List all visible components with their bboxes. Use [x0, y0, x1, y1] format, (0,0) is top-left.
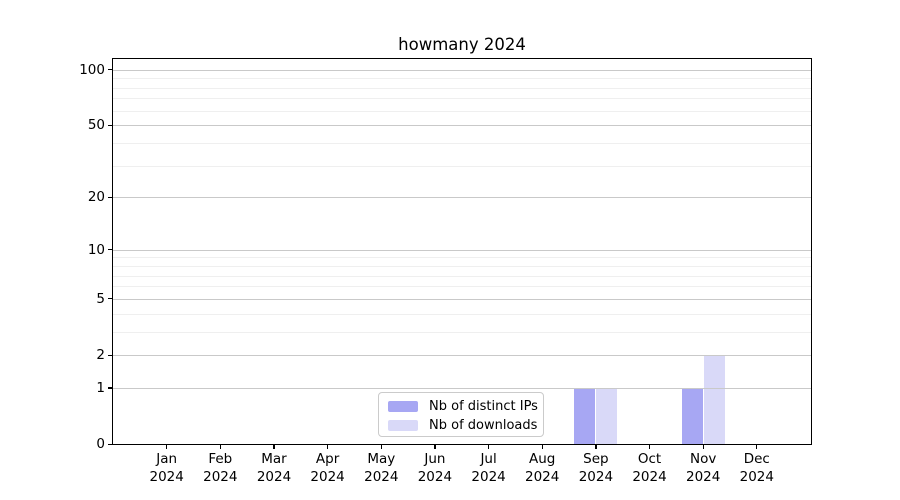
x-tick-label-year: 2024 [739, 468, 774, 485]
x-tick-label-month: Dec [743, 451, 770, 467]
x-tick-label-year: 2024 [203, 468, 238, 485]
x-tick-mark [219, 444, 221, 450]
x-tick-label-year: 2024 [310, 468, 345, 485]
gridline-minor [113, 265, 811, 267]
gridline-major [113, 249, 811, 251]
x-tick-label-month: Aug [529, 451, 556, 467]
chart-title: howmany 2024 [398, 35, 526, 54]
x-tick-label-month: Mar [261, 451, 287, 467]
legend-swatch-icon [388, 401, 418, 412]
gridline-minor [113, 87, 811, 89]
legend: Nb of distinct IPs Nb of downloads [378, 391, 544, 437]
x-tick-label-month: May [367, 451, 396, 467]
x-tick-mark [166, 444, 168, 450]
x-tick-label-year: 2024 [471, 468, 506, 485]
x-tick-label-month: Sep [583, 451, 609, 467]
x-tick-label: Aug 2024 [507, 451, 577, 486]
y-tick-label: 10 [87, 241, 105, 258]
x-tick-label-month: Jul [480, 451, 497, 467]
x-tick-label: Nov 2024 [668, 451, 738, 486]
x-tick-label-month: Nov [690, 451, 717, 467]
y-tick-label: 100 [79, 61, 105, 78]
x-tick-mark [488, 444, 490, 450]
x-tick-label-month: Jan [156, 451, 178, 467]
gridline-major [113, 125, 811, 127]
x-tick-label-month: Feb [208, 451, 233, 467]
x-tick-label: Jun 2024 [400, 451, 470, 486]
y-tick-label: 20 [87, 189, 105, 206]
gridline-minor [113, 165, 811, 167]
gridline-minor [113, 98, 811, 100]
x-tick-label: May 2024 [346, 451, 416, 486]
y-tick-label: 2 [96, 347, 105, 364]
x-tick-label-month: Apr [315, 451, 340, 467]
legend-item-label: Nb of downloads [429, 418, 538, 433]
legend-item-label: Nb of distinct IPs [429, 399, 538, 414]
x-tick-label: Mar 2024 [239, 451, 309, 486]
legend-item-downloads: Nb of downloads [388, 417, 538, 435]
x-tick-label: Jul 2024 [454, 451, 524, 486]
x-tick-mark [756, 444, 758, 450]
gridline-major [113, 388, 811, 390]
gridline-minor [113, 286, 811, 288]
y-tick-label: 1 [96, 380, 105, 396]
x-tick-label-year: 2024 [632, 468, 667, 485]
bar-downloads-nov [703, 355, 725, 445]
x-tick-label-month: Oct [637, 451, 662, 467]
bar-distinct-ips-sep [574, 388, 596, 445]
x-tick-label-year: 2024 [525, 468, 560, 485]
gridline-minor [113, 313, 811, 315]
bar-downloads-sep [596, 388, 618, 445]
x-tick-label: Sep 2024 [561, 451, 631, 486]
legend-swatch-icon [388, 420, 418, 431]
x-tick-mark [273, 444, 275, 450]
gridline-major [113, 298, 811, 300]
x-tick-label-year: 2024 [686, 468, 721, 485]
x-tick-label: Apr 2024 [293, 451, 363, 486]
gridline-minor [113, 275, 811, 277]
gridline-major [113, 197, 811, 199]
x-tick-mark [595, 444, 597, 450]
x-tick-label-month: Jun [424, 451, 446, 467]
gridline-minor [113, 78, 811, 80]
x-tick-label-year: 2024 [417, 468, 453, 485]
x-tick-mark [648, 444, 651, 450]
y-tick-label: 50 [87, 117, 105, 134]
bar-distinct-ips-nov [681, 388, 703, 445]
x-tick-label: Dec 2024 [722, 451, 792, 486]
gridline-minor [113, 110, 811, 112]
legend-item-distinct-ips: Nb of distinct IPs [388, 398, 538, 416]
x-tick-mark [327, 444, 329, 450]
x-tick-mark [434, 444, 436, 450]
x-tick-mark [541, 444, 543, 450]
x-tick-label: Oct 2024 [615, 451, 685, 486]
x-tick-label: Feb 2024 [185, 451, 255, 486]
x-tick-label-year: 2024 [364, 468, 399, 485]
x-tick-label-year: 2024 [256, 468, 292, 485]
gridline-minor [113, 331, 811, 333]
gridline-minor [113, 142, 811, 144]
gridline-major [113, 355, 811, 357]
x-tick-label: Jan 2024 [132, 451, 202, 486]
gridline-minor [113, 257, 811, 259]
plot-area [113, 59, 811, 445]
x-tick-label-year: 2024 [149, 468, 184, 485]
y-tick-label: 0 [96, 436, 105, 453]
x-tick-mark [702, 444, 704, 450]
gridline-major [113, 69, 811, 71]
y-tick-label: 5 [96, 290, 105, 307]
x-tick-mark [380, 444, 382, 450]
x-tick-label-year: 2024 [578, 468, 614, 485]
